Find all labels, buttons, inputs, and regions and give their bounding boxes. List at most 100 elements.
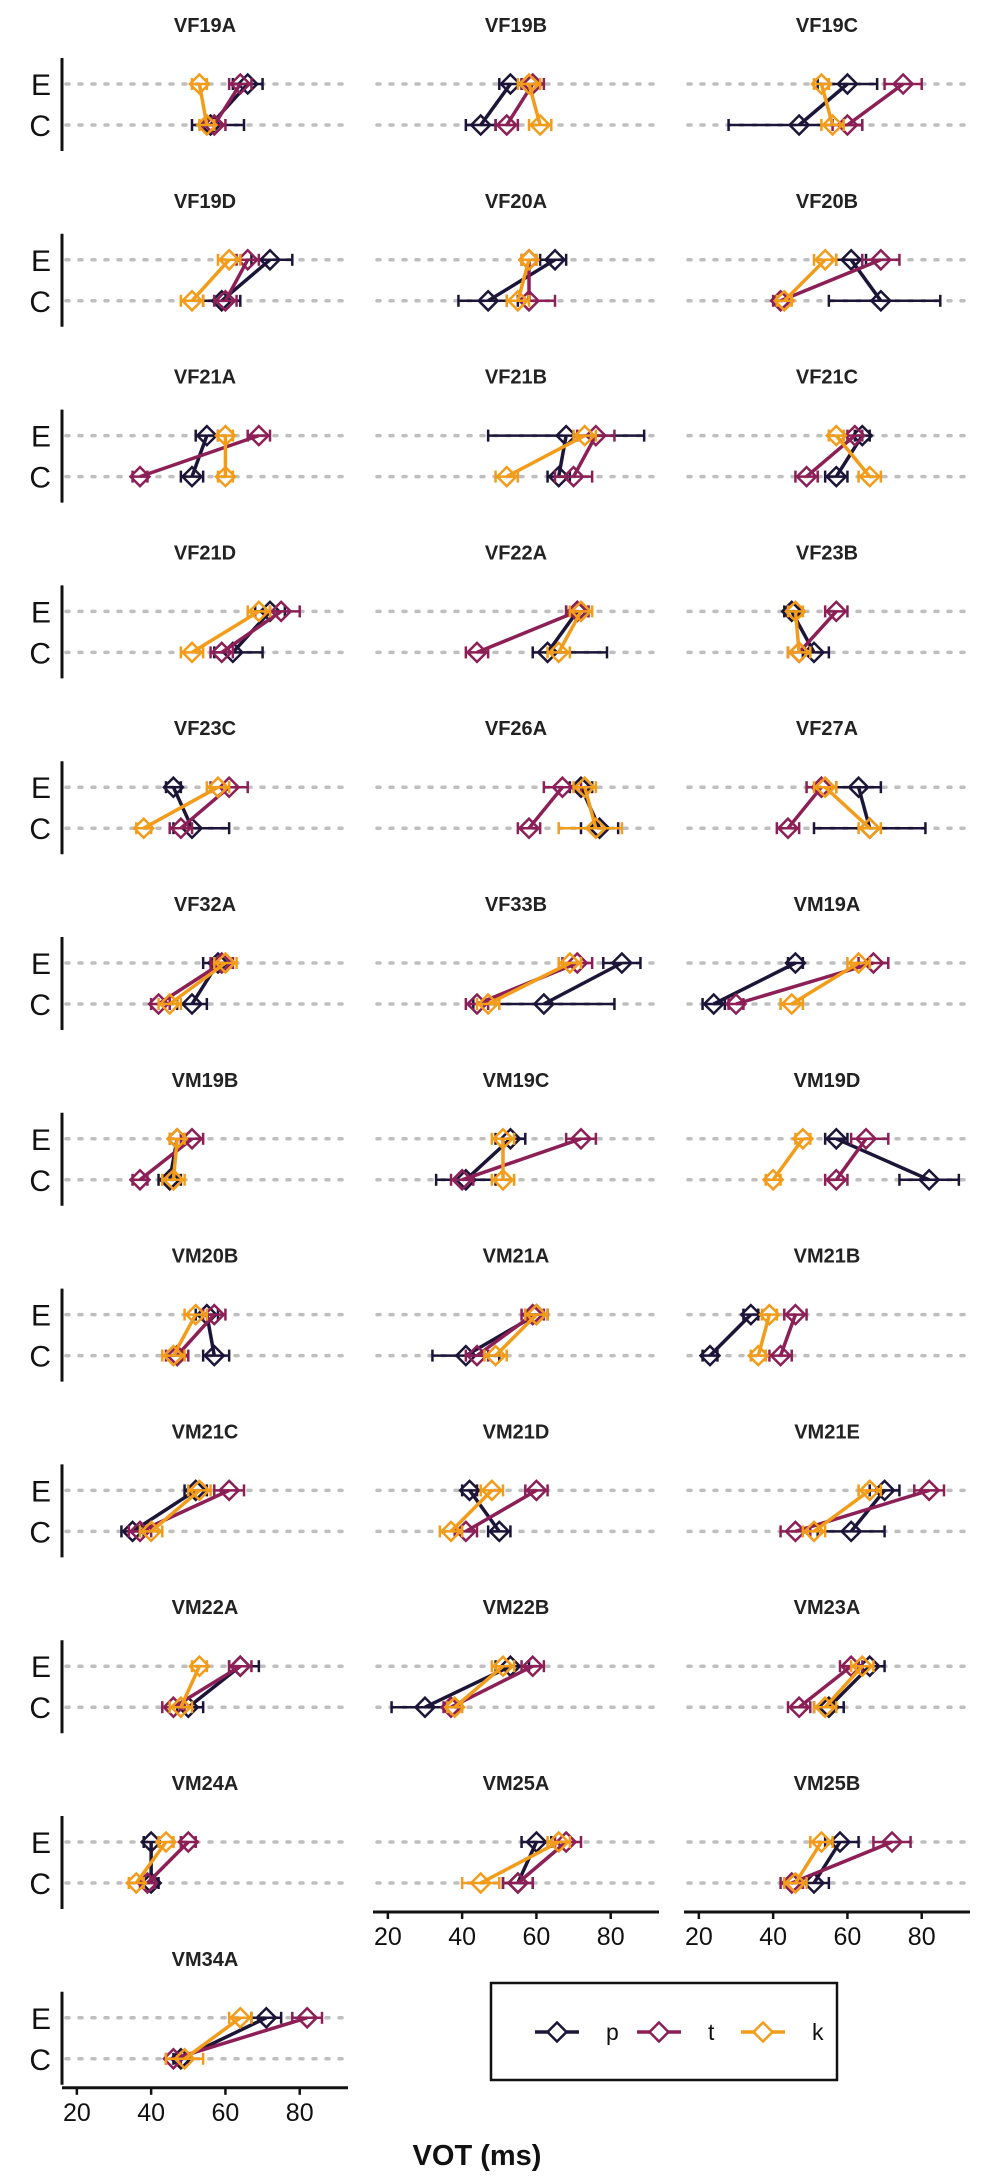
panel-title: VM19D: [794, 1070, 861, 1092]
panel-vf22a: VF22A: [375, 542, 661, 664]
point-k-e: [825, 424, 848, 447]
panel-vf19d: VF19D EC: [29, 191, 350, 327]
panel-title: VF21D: [174, 542, 236, 564]
point-k-e: [558, 951, 582, 975]
series-k: [557, 775, 624, 840]
panel-vf32a: VF32A EC: [29, 894, 350, 1030]
panel-title: VM19B: [172, 1070, 239, 1092]
series-k: [801, 1479, 883, 1543]
connector-p: [468, 1489, 501, 1533]
panel-title: VF19A: [174, 15, 236, 37]
panel-vm20b: VM20B EC: [29, 1246, 350, 1382]
x-tick-label: 60: [212, 2099, 240, 2127]
point-p-e: [836, 72, 859, 96]
series-t: [449, 1127, 598, 1192]
panel-vm25a: VM25A: [375, 1773, 661, 1895]
point-k-c: [484, 1344, 507, 1367]
y-tick-label: C: [29, 637, 51, 670]
connector-t: [138, 1137, 194, 1182]
point-t-e: [566, 951, 589, 975]
panel-vm34a: VM34A EC: [29, 1949, 350, 2085]
point-t-c: [506, 1871, 530, 1895]
point-k-c: [813, 1695, 837, 1719]
connector-k: [479, 1840, 560, 1885]
point-k-c: [858, 465, 881, 488]
point-t-c: [795, 465, 818, 488]
connector-t: [139, 433, 260, 479]
x-tick-label: 80: [597, 1923, 625, 1951]
series-k: [812, 1654, 875, 1719]
point-p-c: [825, 465, 848, 488]
connector-p: [827, 1664, 871, 1709]
panel-title: VF19D: [174, 191, 236, 213]
panel-vf26a: VF26A: [375, 718, 661, 840]
point-t-e: [554, 1830, 578, 1854]
point-t-e: [854, 1127, 878, 1151]
panel-title: VM34A: [172, 1949, 239, 1971]
legend-label: k: [812, 2019, 824, 2045]
point-k-e: [188, 1654, 211, 1678]
x-tick-label: 20: [374, 1923, 402, 1951]
panel-vf23b: VF23B: [686, 542, 972, 664]
point-p-c: [802, 641, 826, 664]
point-t-e: [295, 2006, 319, 2030]
connector-t: [476, 609, 578, 655]
point-t-e: [862, 951, 885, 975]
connector-p: [546, 610, 579, 654]
panel-title: VF23C: [174, 718, 236, 740]
x-axis-col-3: 20 40 60 80: [684, 1910, 970, 1951]
series-k: [773, 248, 838, 313]
connector-t: [516, 1840, 568, 1885]
point-p-c: [180, 465, 204, 488]
point-p-e: [258, 248, 282, 272]
point-t-e: [869, 248, 893, 272]
y-tick-label: E: [31, 69, 51, 102]
point-p-e: [851, 424, 874, 447]
panel-vf20b: VF20B: [686, 191, 972, 313]
x-tick-label: 40: [137, 2099, 165, 2127]
connector-k: [168, 961, 227, 1006]
point-k-e: [247, 600, 271, 623]
panel-vm19a: VM19A: [686, 894, 972, 1016]
point-p-c: [203, 1344, 226, 1367]
point-k-c: [528, 113, 552, 137]
point-t-e: [891, 72, 915, 96]
x-tick-label: 60: [834, 1923, 862, 1951]
point-k-e: [569, 600, 593, 623]
point-t-e: [551, 775, 574, 799]
x-tick-label: 60: [523, 1923, 551, 1951]
connector-p: [712, 961, 797, 1006]
panel-title: VM25A: [483, 1773, 550, 1795]
x-tick-label: 40: [759, 1923, 787, 1951]
legend-label: p: [606, 2019, 619, 2045]
point-p-e: [195, 424, 219, 447]
series-k: [810, 72, 845, 137]
point-p-c: [532, 992, 556, 1016]
connector-t: [527, 786, 564, 830]
panel-title: VF23B: [796, 542, 858, 564]
point-k-c: [476, 992, 500, 1016]
panel-vf19c: VF19C: [686, 15, 972, 137]
point-k-c: [495, 465, 518, 488]
y-tick-label: C: [29, 1692, 51, 1725]
y-tick-label: C: [29, 110, 51, 143]
point-k-c: [158, 992, 181, 1016]
series-k: [825, 424, 883, 488]
point-t-e: [569, 1127, 593, 1151]
series-k: [443, 1654, 516, 1719]
series-k: [179, 248, 242, 313]
connector-p: [543, 961, 623, 1006]
point-k-c: [162, 1344, 185, 1367]
legend-swatch-marker: [751, 2020, 775, 2044]
series-k: [747, 1303, 781, 1367]
series-p: [698, 1303, 763, 1367]
x-tick-label: 20: [63, 2099, 91, 2127]
panel-title: VM24A: [172, 1773, 239, 1795]
point-k-e: [547, 1830, 570, 1854]
point-k-e: [165, 1127, 189, 1151]
point-k-e: [813, 775, 837, 799]
connector-k: [171, 1138, 179, 1180]
y-tick-label: C: [29, 1341, 51, 1374]
panel-vf21b: VF21B: [375, 367, 661, 488]
